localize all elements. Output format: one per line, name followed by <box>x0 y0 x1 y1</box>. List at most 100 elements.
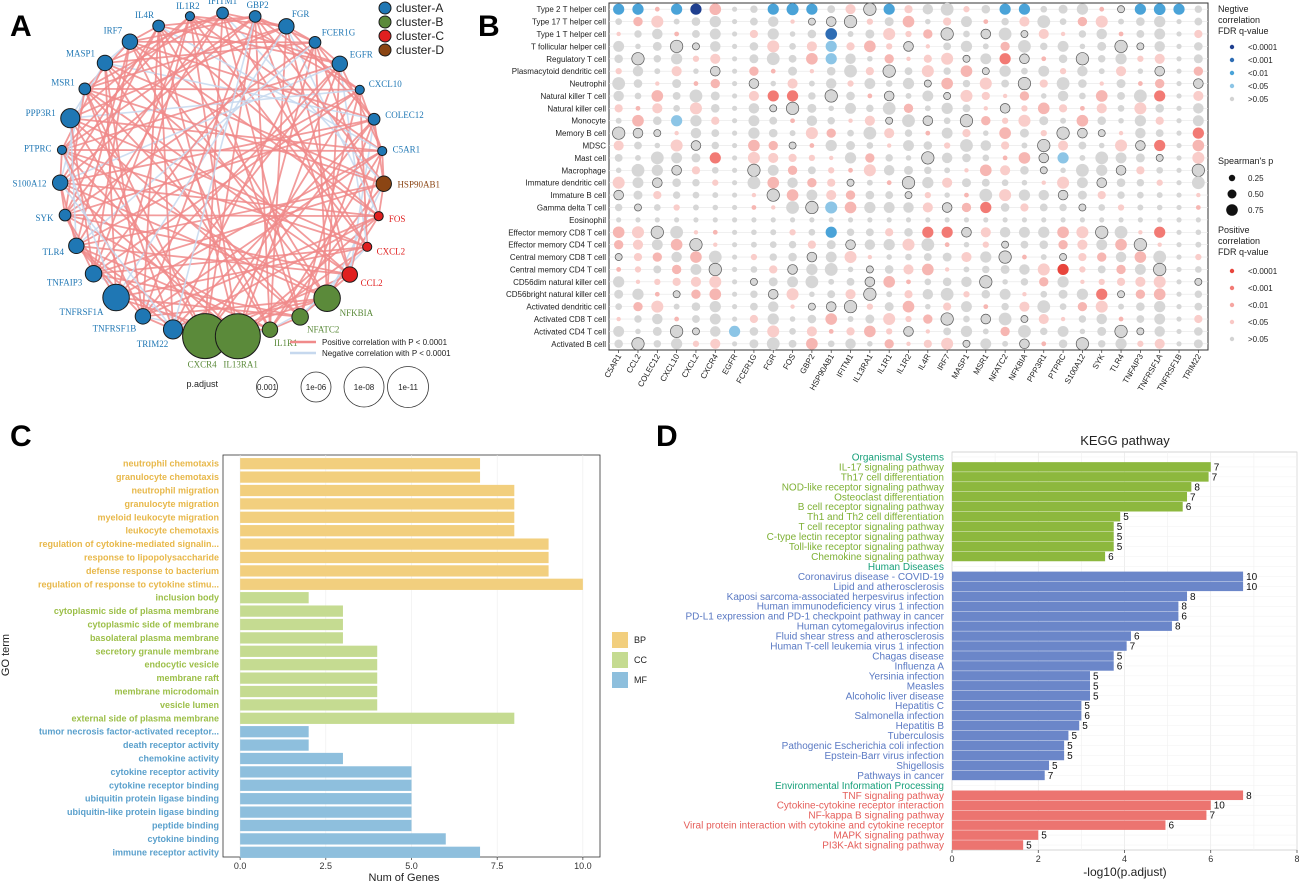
corr-dot <box>788 265 798 275</box>
corr-dot <box>1135 251 1147 263</box>
corr-dot <box>867 142 874 149</box>
corr-dot <box>981 5 990 14</box>
go-term-label: basolateral plasma membrane <box>90 633 219 643</box>
kegg-bar <box>952 462 1211 472</box>
corr-dot <box>670 40 682 52</box>
corr-dot <box>806 127 818 139</box>
corr-dot <box>634 79 643 88</box>
corr-dot <box>1119 131 1123 135</box>
corr-dot <box>943 327 951 335</box>
corr-dot <box>634 315 641 322</box>
kegg-bar <box>952 840 1023 850</box>
corr-dot <box>614 340 623 349</box>
corr-dot <box>750 42 759 51</box>
corr-dot <box>1137 179 1144 186</box>
pos-legend-label: <0.01 <box>1248 301 1269 310</box>
panel-label-c: C <box>10 420 32 453</box>
corr-dot <box>827 67 836 76</box>
corr-dot <box>848 267 854 273</box>
corr-dot <box>1060 303 1067 310</box>
corr-dot <box>710 66 720 76</box>
corr-dot <box>788 78 798 88</box>
kegg-count-label: 5 <box>1067 751 1073 762</box>
neg-legend-swatch <box>1230 97 1234 101</box>
corr-dot <box>825 313 837 325</box>
corr-dot <box>614 290 623 299</box>
corr-dot <box>867 94 872 99</box>
corr-dot <box>1077 115 1089 127</box>
corr-dot <box>750 18 758 26</box>
corr-dot <box>750 30 758 38</box>
kegg-count-label: 7 <box>1048 771 1054 782</box>
corr-dot <box>632 289 643 300</box>
corr-dot <box>1155 54 1165 64</box>
corr-dot <box>828 106 834 112</box>
corr-dot <box>748 115 759 126</box>
corr-dot <box>1098 340 1105 347</box>
corr-dot <box>1058 190 1068 200</box>
corr-dot <box>711 91 720 100</box>
corr-dot <box>635 44 641 50</box>
corr-dot <box>768 28 779 39</box>
corr-dot <box>844 15 856 27</box>
corr-dot <box>709 3 721 15</box>
cell-type-label: Memory B cell <box>555 129 606 138</box>
corr-dot <box>712 167 719 174</box>
cluster-legend-swatch <box>379 16 391 28</box>
corr-dot <box>960 139 973 152</box>
corr-dot <box>614 54 623 63</box>
corr-dot <box>1040 79 1048 87</box>
corr-dot <box>1176 155 1181 160</box>
corr-dot <box>845 289 855 299</box>
corr-dot <box>691 264 702 275</box>
go-term-label: granulocyte chemotaxis <box>116 472 219 482</box>
go-bar <box>240 471 480 482</box>
corr-dot <box>1002 279 1008 285</box>
corr-dot <box>848 119 852 123</box>
corr-dot <box>615 254 622 261</box>
corr-dot <box>864 326 876 338</box>
corr-dot <box>962 154 971 163</box>
corr-dot <box>654 340 661 347</box>
kegg-bar <box>952 800 1211 810</box>
kegg-bar <box>952 691 1090 701</box>
corr-dot <box>807 326 817 336</box>
corr-dot <box>692 179 699 186</box>
go-bar <box>240 672 377 683</box>
node-label: GBP2 <box>247 0 269 10</box>
corr-dot <box>748 164 760 176</box>
corr-dot <box>960 115 972 127</box>
kegg-bar <box>952 482 1191 492</box>
corr-dot <box>693 192 700 199</box>
go-term-label: chemokine activity <box>138 754 219 764</box>
node-fos <box>374 212 383 221</box>
corr-dot <box>748 140 760 152</box>
corr-dot <box>1041 217 1046 222</box>
kegg-x-tick-label: 8 <box>1294 854 1299 864</box>
corr-dot <box>1154 314 1165 325</box>
corr-dot <box>923 314 932 323</box>
corr-dot <box>846 42 854 50</box>
kegg-count-label: 6 <box>1108 552 1114 563</box>
corr-dot <box>944 192 950 198</box>
corr-dot <box>749 103 760 114</box>
corr-dot <box>769 117 777 125</box>
corr-dot <box>827 290 835 298</box>
corr-dot <box>904 228 913 237</box>
node-label: FCER1G <box>322 28 356 38</box>
go-bar <box>240 820 411 831</box>
go-bar <box>240 565 548 576</box>
corr-dot <box>652 314 663 325</box>
neg-legend-label: <0.05 <box>1248 82 1269 91</box>
corr-dot <box>1038 139 1050 151</box>
go-bar <box>240 780 411 791</box>
corr-dot <box>616 267 621 272</box>
corr-dot <box>652 103 662 113</box>
go-bar <box>240 646 377 657</box>
corr-dot <box>903 16 915 28</box>
corr-dot <box>1195 5 1202 12</box>
corr-dot <box>790 31 796 37</box>
node-trim22 <box>163 320 182 339</box>
corr-dot <box>1196 217 1201 222</box>
